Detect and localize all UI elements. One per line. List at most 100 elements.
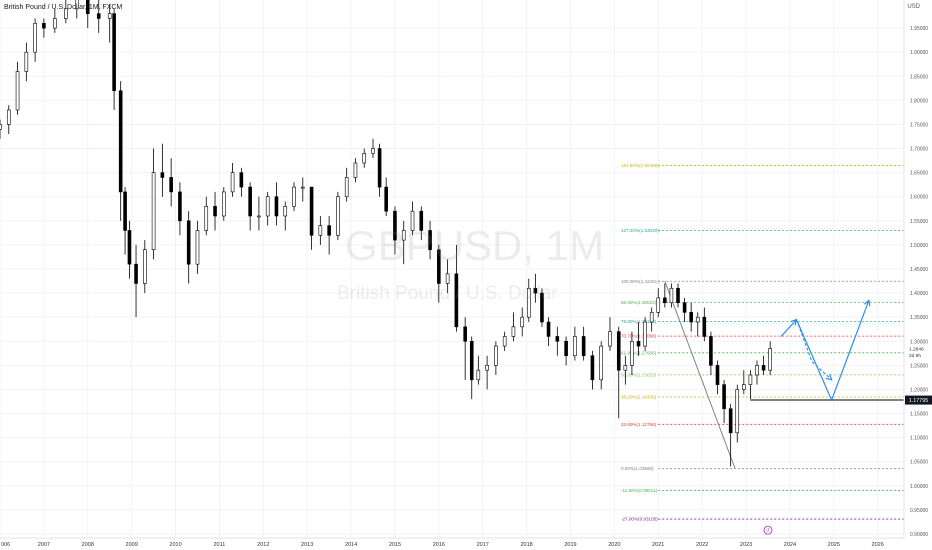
candle [283, 201, 288, 231]
candle-body [709, 336, 713, 366]
y-tick-label: 1.60000 [910, 195, 928, 201]
candle-body [410, 210, 415, 231]
candle [344, 167, 349, 202]
fib-anchor-line[interactable] [664, 281, 736, 469]
y-tick-label: 1.05000 [910, 460, 928, 466]
candle-body [599, 345, 604, 381]
time-axis[interactable]: 006 2007 2008 2009 2010 2011 2012 2013 2014 2015 2… [1, 542, 884, 548]
candle-body [24, 51, 29, 72]
economic-event-icon[interactable] [763, 525, 773, 535]
candle-body [336, 196, 340, 236]
y-tick-label: 1.35000 [910, 315, 928, 321]
candle [393, 206, 397, 255]
candle [265, 191, 270, 226]
x-tick-label: 2008 [82, 542, 94, 548]
candle [616, 326, 621, 419]
y-tick-label: 1.65000 [910, 171, 928, 177]
candle [178, 182, 182, 236]
candle [722, 379, 726, 424]
candle [590, 350, 595, 390]
candle-body [15, 71, 20, 111]
x-tick-label: 2007 [38, 542, 50, 548]
candle-body [85, 0, 90, 14]
candle [463, 317, 467, 380]
y-tick-label: 1.90000 [910, 50, 928, 56]
candle-body [463, 326, 467, 342]
candle-body [327, 225, 331, 236]
candle [656, 288, 661, 318]
candle-body [702, 316, 707, 337]
candle-body [748, 374, 753, 385]
candle [520, 307, 525, 337]
candle [663, 283, 667, 308]
candle [526, 278, 531, 322]
symbol-title[interactable]: British Pound / U.S. Dollar, 1M, FXCM [4, 4, 123, 11]
candle [24, 42, 29, 82]
candle-body [274, 196, 279, 217]
candle [53, 8, 57, 33]
candle [118, 81, 123, 221]
fib-level-label: 127.20%(1.53020) [621, 228, 659, 233]
candle-body [195, 230, 200, 265]
candle [401, 220, 406, 265]
candle [300, 177, 305, 202]
x-tick-label: 2013 [301, 542, 313, 548]
projection-path[interactable] [780, 300, 870, 402]
candle-body [768, 348, 772, 371]
candle [151, 148, 156, 260]
chart-grid [0, 0, 904, 538]
candle-body [33, 22, 37, 53]
candle [485, 355, 489, 390]
candle [112, 8, 116, 110]
candle [636, 322, 641, 356]
candle-body [573, 336, 577, 357]
y-tick-label: 1.55000 [910, 219, 928, 225]
y-tick-label: 1.70000 [910, 147, 928, 153]
currency-label: USD [907, 4, 920, 10]
candle-body [502, 336, 507, 347]
candle [428, 220, 432, 260]
y-tick-label: 1.45000 [910, 267, 928, 273]
candle [419, 206, 424, 241]
candle-body [169, 177, 173, 193]
watermark-description: British Pound / U.S. Dollar [337, 283, 558, 304]
x-tick-label: 2012 [257, 542, 269, 548]
candle [33, 18, 37, 62]
y-tick-label: 1.50000 [910, 243, 928, 249]
candle-body [393, 210, 397, 241]
price-axis[interactable]: 1.95000 1.90000 1.85000 1.80000 1.75000 1.700… [910, 26, 928, 538]
candle [476, 355, 481, 385]
candle [318, 216, 323, 245]
fibonacci-retracement: 161.80%(1.66466) 127.20%(1.53020) 100.00%(… [621, 163, 904, 522]
candle [85, 0, 90, 29]
candle-body [663, 297, 667, 304]
projection-arrowhead-dashed [825, 373, 833, 381]
candle [469, 336, 474, 400]
projection-path-dashed[interactable] [795, 319, 832, 381]
candle [533, 273, 538, 303]
candle [676, 283, 680, 308]
candle-body [239, 172, 244, 188]
candle-body [581, 336, 586, 357]
x-tick-label: 2018 [520, 542, 532, 548]
candle-body [0, 124, 2, 130]
candle [74, 0, 79, 19]
candle-body [445, 273, 450, 284]
candle [715, 360, 720, 395]
y-tick-label: 1.20000 [910, 387, 928, 393]
candle [230, 163, 235, 197]
time-axis-background [0, 538, 932, 550]
candle-body [257, 215, 261, 218]
candle [42, 18, 46, 38]
candle [630, 331, 634, 375]
candle-body [53, 18, 57, 29]
candle [107, 4, 112, 43]
candle-body [143, 249, 147, 284]
candle-body [715, 365, 720, 385]
candle [384, 177, 388, 216]
candle-body [300, 186, 305, 189]
candle-body [476, 369, 481, 381]
candle [695, 312, 700, 337]
